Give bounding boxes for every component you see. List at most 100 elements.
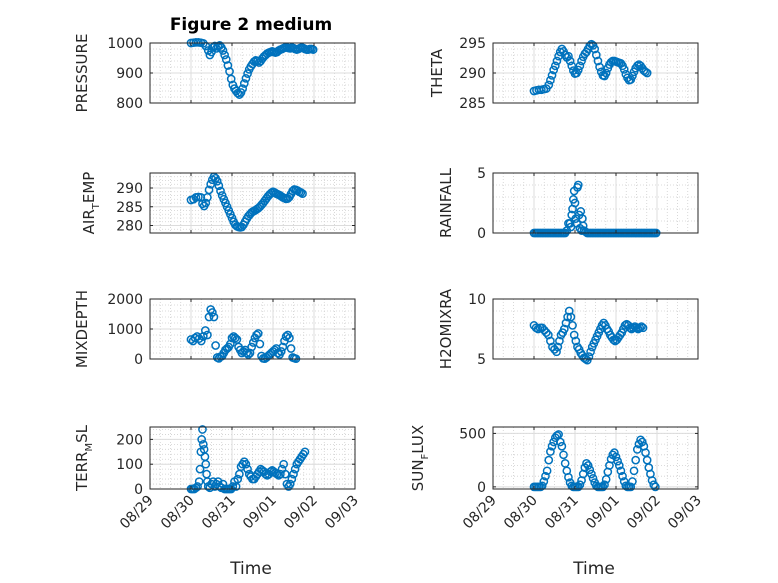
y-axis-label: THETA — [428, 48, 446, 98]
data-point — [220, 50, 229, 60]
x-tick-label: 09/02 — [281, 493, 321, 533]
x-tick-label: 09/03 — [665, 493, 705, 533]
data-point — [614, 461, 624, 470]
data-point — [570, 198, 580, 208]
axes-box — [149, 426, 356, 490]
data-point — [553, 342, 563, 352]
subplot-3: 280 285 290 AIRTEMP — [80, 172, 356, 235]
data-point — [631, 455, 641, 465]
data-point — [552, 56, 562, 66]
data-point — [649, 480, 659, 490]
data-point — [285, 479, 295, 489]
data-point — [211, 341, 220, 350]
data-point — [632, 445, 642, 454]
data-point — [542, 466, 552, 476]
data-point — [555, 336, 564, 346]
data-point — [566, 312, 576, 322]
data-point — [641, 67, 650, 77]
data-point — [195, 464, 205, 474]
data-point — [559, 324, 569, 334]
data-point — [616, 466, 626, 476]
data-point — [228, 482, 238, 491]
y-tick-label: 2000 — [107, 292, 143, 308]
data-point — [628, 477, 637, 486]
data-point — [198, 425, 207, 434]
subplot-1: 800 900 1000 PRESSURE — [73, 34, 356, 113]
data-point — [651, 482, 660, 492]
y-axis-label: AIRTEMP — [80, 172, 102, 235]
data-point — [546, 447, 555, 456]
data-point — [201, 198, 211, 208]
data-point — [555, 437, 565, 447]
data-point — [573, 180, 583, 190]
data-point — [236, 88, 246, 97]
data-point — [272, 469, 282, 479]
data-point — [255, 339, 265, 349]
y-tick-label: 100 — [116, 457, 143, 473]
data-point — [239, 79, 249, 88]
data-point — [539, 477, 549, 486]
y-tick-label: 900 — [116, 66, 143, 82]
data-point — [557, 441, 567, 451]
data-point — [300, 447, 310, 457]
data-point — [261, 469, 270, 479]
data-point — [611, 452, 621, 462]
data-point — [600, 480, 609, 490]
y-axis-label: RAINFALL — [437, 167, 455, 238]
axes-box — [492, 298, 699, 360]
data-point — [241, 74, 251, 83]
data-point — [276, 469, 285, 479]
y-tick-label: 500 — [459, 426, 486, 442]
subplot-7: 0 100 200 08/29 08/30 08/31 09/01 09/02 09/03 TER… — [73, 424, 362, 532]
data-point — [620, 321, 630, 330]
data-point — [243, 464, 252, 474]
data-point — [595, 62, 604, 72]
y-tick-label: 0 — [477, 480, 486, 496]
data-point — [547, 441, 557, 451]
y-axis-label: PRESSURE — [73, 34, 91, 113]
data-point — [571, 336, 581, 346]
y-axis-label: MIXDEPTH — [73, 290, 91, 368]
data-point — [583, 461, 593, 470]
y-tick-label: 0 — [134, 482, 143, 498]
data-point — [567, 61, 577, 71]
data-point — [241, 459, 251, 469]
data-point — [584, 352, 594, 361]
subplot-5: 0 1000 2000 MIXDEPTH — [73, 290, 356, 368]
y-axis-label: SUNFLUX — [409, 425, 431, 491]
data-point — [201, 459, 211, 469]
x-tick-label: 09/02 — [624, 493, 664, 533]
data-point — [214, 181, 224, 191]
x-tick-label: 08/31 — [542, 493, 582, 533]
y-tick-label: 5 — [477, 352, 486, 368]
x-tick-label: 08/29 — [117, 493, 157, 533]
y-tick-label: 290 — [116, 181, 143, 197]
x-tick-label: 09/01 — [240, 493, 280, 533]
y-tick-label: 285 — [459, 96, 486, 112]
data-point — [223, 61, 233, 70]
axes-box — [492, 172, 699, 234]
data-point — [642, 68, 652, 78]
data-point — [626, 482, 636, 492]
y-tick-label: 10 — [468, 292, 486, 308]
data-point — [587, 469, 596, 479]
data-point — [564, 306, 574, 316]
data-point — [207, 308, 217, 317]
data-point — [575, 480, 585, 490]
y-axis-label: TERRMSL — [73, 424, 95, 492]
data-point — [549, 65, 559, 75]
figure-title: Figure 2 medium — [170, 15, 332, 35]
subplot-4: 0 5 RAINFALL — [437, 166, 699, 242]
data-point — [590, 44, 600, 54]
data-point — [289, 469, 298, 479]
data-point — [569, 330, 579, 340]
data-point — [230, 333, 240, 343]
data-point — [308, 45, 318, 54]
data-point — [252, 330, 261, 340]
data-point — [245, 348, 255, 358]
data-point — [285, 333, 294, 343]
data-point — [546, 75, 555, 85]
data-point — [588, 473, 598, 483]
data-point — [563, 312, 572, 322]
